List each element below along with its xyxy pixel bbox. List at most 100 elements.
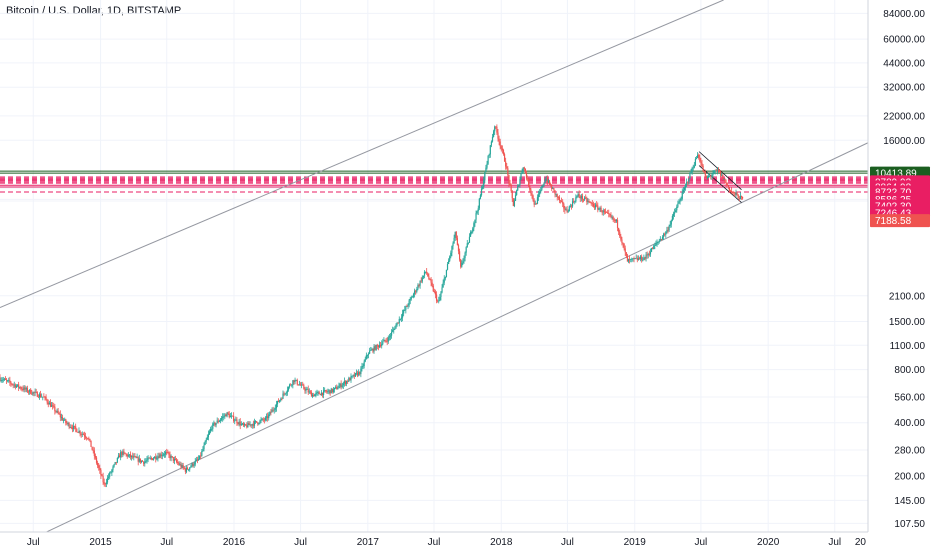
candle-body (211, 428, 213, 430)
candle-body (388, 336, 390, 338)
candle-body (586, 198, 588, 202)
candle-body (732, 192, 734, 193)
candle-body (634, 258, 636, 260)
candle-body (476, 211, 478, 214)
price-axis-background (868, 0, 932, 532)
candle-body (541, 185, 543, 190)
candle-body (438, 300, 440, 302)
candle-body (179, 464, 181, 466)
candle-body (156, 458, 158, 460)
candle-body (418, 285, 420, 286)
candle-body (401, 313, 404, 318)
price-tag-label: 7246.43 (875, 208, 912, 219)
candle-body (534, 203, 536, 205)
candle-body (269, 411, 271, 415)
price-tags: 10413.898789.938864.988722.708586.257402… (870, 166, 930, 228)
candle-body (101, 475, 103, 477)
candle-body (229, 415, 231, 418)
candle-body (635, 257, 637, 259)
x-tick-label: 2018 (490, 537, 513, 548)
candle-body (105, 482, 107, 484)
candle-body (373, 346, 375, 352)
candle-body (293, 380, 295, 383)
candle-body (111, 469, 113, 473)
candle-body (206, 437, 208, 440)
candle-body (582, 199, 585, 201)
candle-body (740, 196, 743, 197)
candle-body (307, 389, 309, 393)
candle-body (358, 371, 360, 376)
candle-body (288, 384, 291, 387)
candle-body (580, 195, 582, 199)
candle-body (173, 459, 176, 461)
candle-body (79, 430, 81, 434)
candle-body (279, 400, 281, 402)
candle-body (115, 461, 117, 463)
candle-body (148, 457, 150, 459)
candle-body (378, 345, 381, 348)
candle-body (498, 138, 500, 142)
candle-body (29, 389, 31, 392)
candle-body (367, 353, 370, 355)
candle-body (236, 419, 238, 424)
candle-body (38, 394, 41, 398)
candle-body (607, 212, 609, 214)
price-tag-label: 10413.89 (875, 169, 917, 180)
candle-body (299, 384, 302, 386)
candle-body (599, 207, 601, 209)
time-axis[interactable]: Jul 2015 Jul 2016 Jul 2017 Jul 2018 Jul 2019 Jul 20… (27, 537, 867, 548)
y-tick-label: 200.00 (894, 471, 925, 482)
candle-body (680, 198, 682, 201)
candle-body (723, 178, 725, 180)
x-tick-label: Jul (561, 537, 574, 548)
candle-body (275, 404, 278, 409)
candle-body (180, 464, 182, 468)
candle-body (468, 236, 471, 243)
candle-body (304, 388, 306, 391)
candle-body (171, 456, 173, 458)
candle-body (417, 285, 419, 290)
candle-body (308, 391, 310, 393)
candle-body (318, 392, 320, 395)
candle-body (484, 172, 486, 181)
candle-body (205, 439, 207, 442)
candle-body (116, 457, 118, 463)
candle-body (143, 461, 145, 464)
candle-body (126, 454, 128, 457)
candle-body (589, 201, 591, 203)
candle-body (458, 251, 461, 260)
candle-body (112, 466, 114, 470)
candle-body (406, 306, 408, 308)
candle-body (216, 420, 218, 424)
candle-body (430, 279, 432, 283)
candle-body (199, 455, 201, 459)
candle-body (456, 238, 459, 246)
candle-body (516, 190, 518, 196)
candle-body (343, 381, 346, 384)
x-tick-label: 2019 (624, 537, 647, 548)
candle-body (579, 196, 581, 199)
candle-body (424, 271, 427, 273)
candle-body (519, 179, 521, 186)
candle-body (692, 167, 694, 169)
candle-body (382, 341, 384, 344)
candle-body (21, 388, 23, 390)
candle-body (567, 211, 569, 213)
candle-body (290, 384, 292, 386)
candle-body (92, 449, 94, 451)
candle-body (191, 463, 193, 467)
candle-body (552, 188, 554, 190)
y-tick-label: 280.00 (894, 446, 925, 457)
candle-body (77, 432, 79, 433)
candle-body (60, 417, 63, 418)
candle-body (676, 206, 678, 211)
candle-body (151, 458, 154, 460)
candle-body (395, 325, 397, 329)
candle-body (82, 433, 84, 435)
candle-body (257, 422, 259, 424)
candle-body (709, 175, 711, 177)
candle-body (727, 185, 729, 188)
candle-body (213, 422, 215, 424)
candle-body (178, 463, 180, 465)
